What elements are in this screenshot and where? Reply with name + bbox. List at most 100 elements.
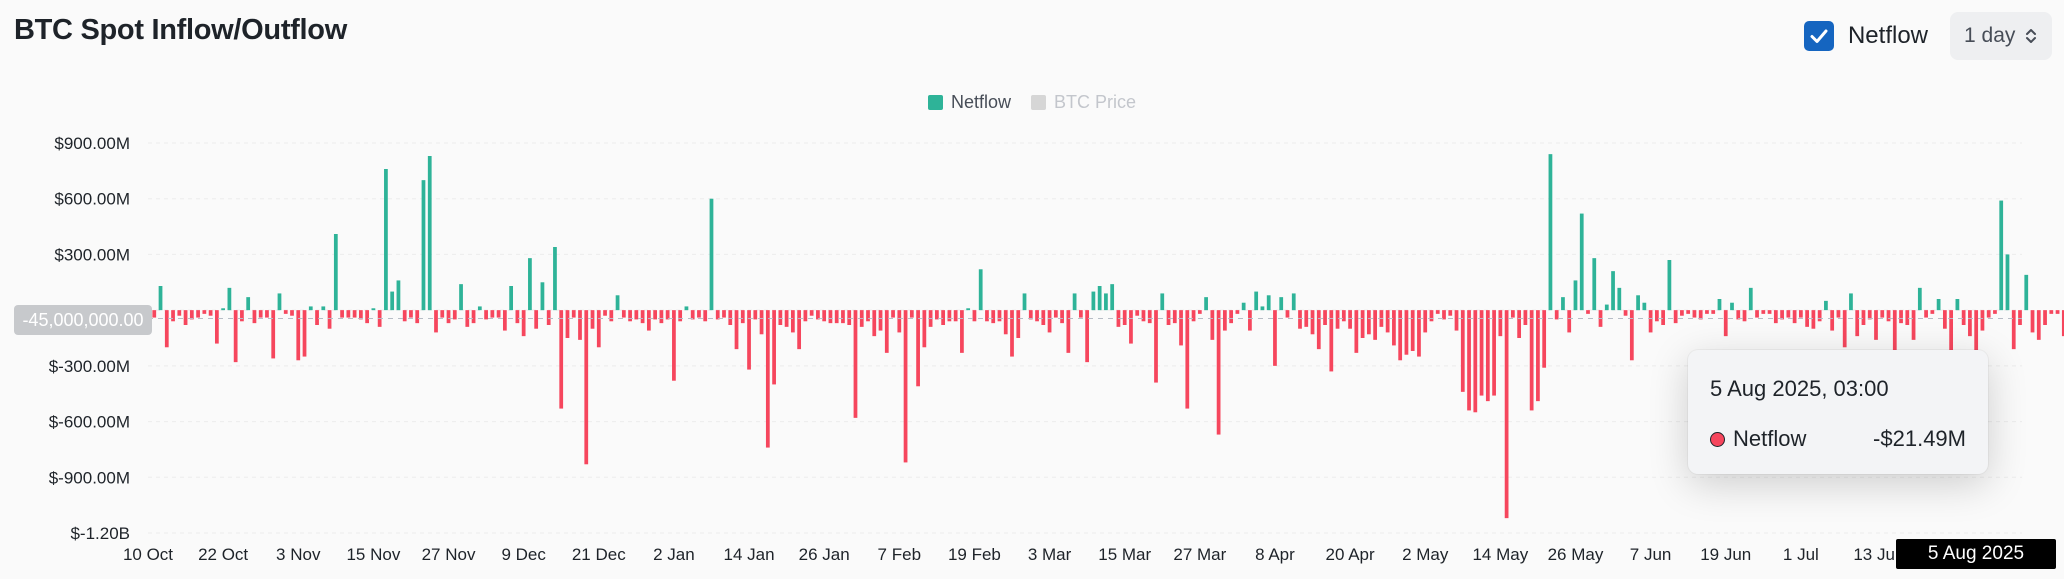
netflow-bar[interactable] xyxy=(1824,300,1828,311)
netflow-bar[interactable] xyxy=(1078,310,1083,318)
netflow-bar[interactable] xyxy=(440,310,445,318)
netflow-bar[interactable] xyxy=(1842,310,1847,348)
netflow-bar[interactable] xyxy=(584,310,589,465)
netflow-bar[interactable] xyxy=(1097,286,1102,311)
netflow-bar[interactable] xyxy=(434,310,438,333)
netflow-bar[interactable] xyxy=(947,310,952,322)
netflow-bar[interactable] xyxy=(1817,310,1822,322)
legend-item-netflow[interactable]: Netflow xyxy=(927,92,1011,113)
netflow-bar[interactable] xyxy=(321,306,326,311)
netflow-bar[interactable] xyxy=(1335,310,1340,329)
netflow-bar[interactable] xyxy=(1435,310,1440,314)
netflow-bar[interactable] xyxy=(784,310,789,327)
netflow-bar[interactable] xyxy=(1561,297,1565,311)
netflow-bar[interactable] xyxy=(565,310,570,338)
netflow-bar[interactable] xyxy=(628,310,632,322)
netflow-bar[interactable] xyxy=(1874,310,1878,340)
netflow-bar[interactable] xyxy=(1110,284,1115,311)
netflow-bar[interactable] xyxy=(509,286,514,311)
netflow-bar[interactable] xyxy=(384,169,388,311)
netflow-bar[interactable] xyxy=(183,310,188,325)
netflow-bar[interactable] xyxy=(1454,310,1459,331)
netflow-bar[interactable] xyxy=(333,234,338,311)
netflow-bar[interactable] xyxy=(265,310,269,318)
netflow-bar[interactable] xyxy=(2005,254,2010,311)
netflow-bar[interactable] xyxy=(1911,310,1916,340)
netflow-bar[interactable] xyxy=(1085,310,1090,363)
netflow-bar[interactable] xyxy=(515,310,520,324)
netflow-bar[interactable] xyxy=(715,310,720,320)
netflow-bar[interactable] xyxy=(659,310,664,324)
netflow-bar[interactable] xyxy=(1867,310,1872,320)
netflow-bar[interactable] xyxy=(1229,310,1234,324)
netflow-bar[interactable] xyxy=(878,310,883,331)
netflow-bar[interactable] xyxy=(809,310,814,316)
netflow-bar[interactable] xyxy=(1216,310,1221,435)
netflow-bar[interactable] xyxy=(202,310,207,314)
netflow-bar[interactable] xyxy=(1855,310,1860,337)
netflow-bar[interactable] xyxy=(427,156,432,311)
netflow-bar[interactable] xyxy=(578,310,582,340)
netflow-bar[interactable] xyxy=(872,310,877,337)
netflow-bar[interactable] xyxy=(1210,310,1215,340)
netflow-bar[interactable] xyxy=(1279,297,1284,311)
netflow-bar[interactable] xyxy=(2030,310,2035,333)
netflow-bar[interactable] xyxy=(290,310,294,316)
netflow-bar[interactable] xyxy=(1310,310,1315,335)
netflow-bar[interactable] xyxy=(621,310,626,318)
netflow-bar[interactable] xyxy=(390,291,395,311)
netflow-bar[interactable] xyxy=(2011,310,2016,350)
netflow-bar[interactable] xyxy=(1298,310,1302,329)
netflow-bar[interactable] xyxy=(1554,310,1559,320)
netflow-bar[interactable] xyxy=(1711,310,1716,314)
netflow-bar[interactable] xyxy=(227,287,232,311)
netflow-bar[interactable] xyxy=(790,310,795,333)
netflow-bar[interactable] xyxy=(1523,310,1528,325)
netflow-bar[interactable] xyxy=(722,310,726,318)
netflow-bar[interactable] xyxy=(1748,287,1753,311)
netflow-bar[interactable] xyxy=(1730,302,1734,311)
netflow-bar[interactable] xyxy=(1830,310,1835,331)
netflow-bar[interactable] xyxy=(2055,310,2060,314)
netflow-bar[interactable] xyxy=(1924,310,1928,318)
netflow-bar[interactable] xyxy=(540,282,545,311)
netflow-bar[interactable] xyxy=(1485,310,1490,402)
netflow-bar[interactable] xyxy=(891,310,895,318)
netflow-bar[interactable] xyxy=(1917,287,1922,311)
netflow-bar[interactable] xyxy=(847,310,852,325)
netflow-bar[interactable] xyxy=(1880,310,1885,318)
netflow-bar[interactable] xyxy=(1604,304,1609,311)
netflow-bar[interactable] xyxy=(1667,260,1672,311)
netflow-bar[interactable] xyxy=(271,310,276,359)
interval-select[interactable]: 1 day xyxy=(1950,12,2052,60)
netflow-bar[interactable] xyxy=(1248,310,1252,331)
netflow-bar[interactable] xyxy=(934,310,939,320)
netflow-bar[interactable] xyxy=(753,310,758,320)
netflow-bar[interactable] xyxy=(1686,310,1691,314)
netflow-bar[interactable] xyxy=(346,310,351,318)
netflow-bar[interactable] xyxy=(834,310,839,324)
netflow-bar[interactable] xyxy=(528,258,532,311)
netflow-bar[interactable] xyxy=(358,310,363,320)
netflow-bar[interactable] xyxy=(1404,310,1409,355)
legend-item-btc-price[interactable]: BTC Price xyxy=(1031,92,1136,113)
netflow-bar[interactable] xyxy=(866,310,870,322)
netflow-bar[interactable] xyxy=(2061,310,2064,337)
netflow-bar[interactable] xyxy=(152,310,157,318)
netflow-bar[interactable] xyxy=(1479,310,1484,396)
netflow-bar[interactable] xyxy=(1222,310,1227,331)
netflow-bar[interactable] xyxy=(1986,310,1991,318)
netflow-bar[interactable] xyxy=(1742,310,1747,322)
netflow-bar[interactable] xyxy=(728,310,733,325)
netflow-bar[interactable] xyxy=(991,310,996,324)
netflow-bar[interactable] xyxy=(1636,295,1640,311)
netflow-bar[interactable] xyxy=(740,310,745,324)
netflow-bar[interactable] xyxy=(365,310,370,324)
netflow-bar[interactable] xyxy=(590,310,595,329)
netflow-bar[interactable] xyxy=(816,310,820,320)
netflow-bar[interactable] xyxy=(759,310,764,335)
netflow-bar[interactable] xyxy=(1579,213,1584,311)
netflow-bar[interactable] xyxy=(1154,310,1158,383)
netflow-bar[interactable] xyxy=(1028,310,1033,320)
netflow-bar[interactable] xyxy=(1767,310,1772,314)
